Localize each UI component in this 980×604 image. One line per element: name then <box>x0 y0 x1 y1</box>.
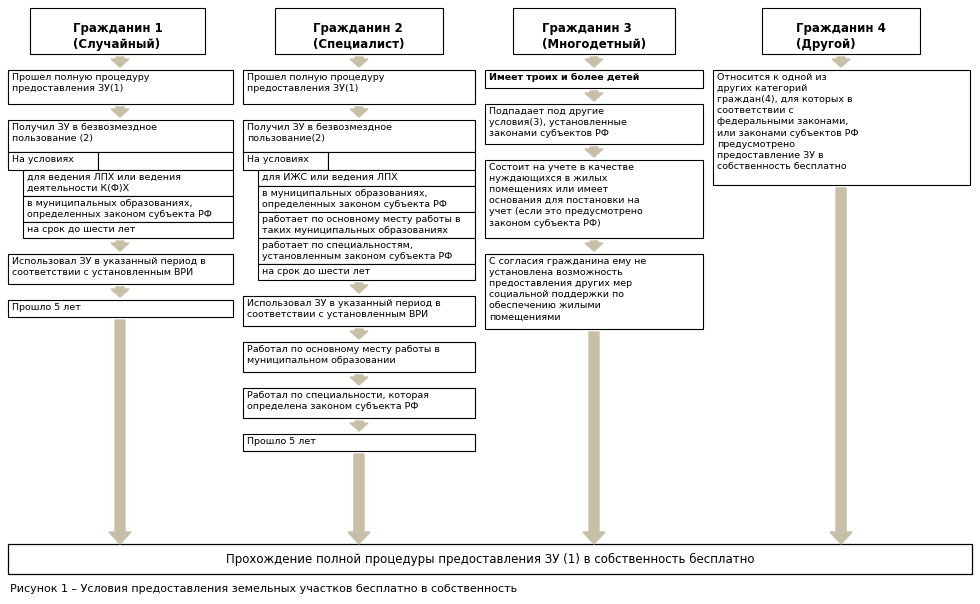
Text: Прохождение полной процедуры предоставления ЗУ (1) в собственность бесплатно: Прохождение полной процедуры предоставле… <box>225 553 755 565</box>
FancyArrow shape <box>111 241 129 251</box>
Text: Прошел полную процедуру
предоставления ЗУ(1): Прошел полную процедуру предоставления З… <box>12 73 149 93</box>
Text: Получил ЗУ в безвозмездное
пользование(2): Получил ЗУ в безвозмездное пользование(2… <box>247 123 392 143</box>
Bar <box>258 238 475 264</box>
Text: Относится к одной из
других категорий
граждан(4), для которых в
соответствии с
ф: Относится к одной из других категорий гр… <box>717 73 858 171</box>
Bar <box>8 70 233 104</box>
FancyArrow shape <box>832 57 850 67</box>
Text: на срок до шести лет: на срок до шести лет <box>27 225 135 234</box>
Text: Подпадает под другие
условия(3), установленные
законами субъектов РФ: Подпадает под другие условия(3), установ… <box>489 107 627 138</box>
Text: Прошло 5 лет: Прошло 5 лет <box>247 437 316 446</box>
Bar <box>258 212 475 238</box>
Bar <box>8 152 98 170</box>
Text: Использовал ЗУ в указанный период в
соответствии с установленным ВРИ: Использовал ЗУ в указанный период в соот… <box>12 257 206 277</box>
FancyArrow shape <box>350 329 368 339</box>
Bar <box>243 388 475 418</box>
FancyArrow shape <box>585 57 603 67</box>
Bar <box>23 170 233 196</box>
FancyArrow shape <box>111 107 129 117</box>
FancyArrow shape <box>585 91 603 101</box>
Text: Работал по специальности, которая
определена законом субъекта РФ: Работал по специальности, которая опреде… <box>247 391 429 411</box>
Bar <box>485 70 703 88</box>
FancyArrow shape <box>583 332 605 544</box>
FancyArrow shape <box>109 320 131 544</box>
Bar <box>485 104 703 144</box>
Text: Имеет троих и более детей: Имеет троих и более детей <box>489 73 639 82</box>
FancyArrow shape <box>111 57 129 67</box>
Text: Прошло 5 лет: Прошло 5 лет <box>12 303 81 312</box>
Text: Гражданин 3
(Многодетный): Гражданин 3 (Многодетный) <box>542 22 646 51</box>
Bar <box>8 254 233 284</box>
Bar <box>713 70 970 185</box>
Text: С согласия гражданина ему не
установлена возможность
предоставления других мер
с: С согласия гражданина ему не установлена… <box>489 257 646 321</box>
FancyArrow shape <box>111 287 129 297</box>
Text: Гражданин 4
(Другой): Гражданин 4 (Другой) <box>796 22 886 51</box>
Bar <box>258 186 475 212</box>
Bar <box>275 8 443 54</box>
FancyArrow shape <box>585 147 603 157</box>
Text: Гражданин 1
(Случайный): Гражданин 1 (Случайный) <box>73 22 163 51</box>
Bar <box>243 120 475 152</box>
Text: Работал по основному месту работы в
муниципальном образовании: Работал по основному месту работы в муни… <box>247 345 440 365</box>
Text: на срок до шести лет: на срок до шести лет <box>262 267 370 276</box>
Text: Использовал ЗУ в указанный период в
соответствии с установленным ВРИ: Использовал ЗУ в указанный период в соот… <box>247 299 441 319</box>
Bar <box>485 254 703 329</box>
Bar <box>258 264 475 280</box>
Bar <box>243 434 475 451</box>
Bar <box>30 8 205 54</box>
Text: в муниципальных образованиях,
определенных законом субъекта РФ: в муниципальных образованиях, определенн… <box>262 189 447 209</box>
Bar <box>243 70 475 104</box>
Text: На условиях: На условиях <box>247 155 309 164</box>
Text: Получил ЗУ в безвозмездное
пользование (2): Получил ЗУ в безвозмездное пользование (… <box>12 123 157 143</box>
Bar <box>98 152 233 170</box>
Text: работает по специальностям,
установленным законом субъекта РФ: работает по специальностям, установленны… <box>262 241 452 261</box>
FancyArrow shape <box>350 107 368 117</box>
Bar <box>243 152 328 170</box>
FancyArrow shape <box>830 188 852 544</box>
Bar <box>485 160 703 238</box>
Bar <box>8 544 972 574</box>
Text: для ИЖС или ведения ЛПХ: для ИЖС или ведения ЛПХ <box>262 173 398 182</box>
Bar <box>23 196 233 222</box>
Bar <box>23 222 233 238</box>
FancyArrow shape <box>585 241 603 251</box>
Bar <box>8 300 233 317</box>
FancyArrow shape <box>350 57 368 67</box>
Text: в муниципальных образованиях,
определенных законом субъекта РФ: в муниципальных образованиях, определенн… <box>27 199 212 219</box>
Bar <box>258 170 475 186</box>
Bar <box>243 342 475 372</box>
Bar <box>243 296 475 326</box>
FancyArrow shape <box>350 421 368 431</box>
Text: Гражданин 2
(Специалист): Гражданин 2 (Специалист) <box>314 22 405 51</box>
Text: На условиях: На условиях <box>12 155 74 164</box>
Bar <box>328 152 475 170</box>
Bar <box>513 8 675 54</box>
Bar <box>762 8 920 54</box>
Text: для ведения ЛПХ или ведения
деятельности К(Ф)Х: для ведения ЛПХ или ведения деятельности… <box>27 173 181 193</box>
Text: Состоит на учете в качестве
нуждающихся в жилых
помещениях или имеет
основания д: Состоит на учете в качестве нуждающихся … <box>489 163 643 228</box>
Text: работает по основному месту работы в
таких муниципальных образованиях: работает по основному месту работы в так… <box>262 215 461 235</box>
FancyArrow shape <box>350 283 368 293</box>
Bar <box>8 120 233 152</box>
FancyArrow shape <box>350 375 368 385</box>
FancyArrow shape <box>348 454 370 544</box>
Text: Рисунок 1 – Условия предоставления земельных участков бесплатно в собственность: Рисунок 1 – Условия предоставления земел… <box>10 584 517 594</box>
Text: Прошел полную процедуру
предоставления ЗУ(1): Прошел полную процедуру предоставления З… <box>247 73 384 93</box>
